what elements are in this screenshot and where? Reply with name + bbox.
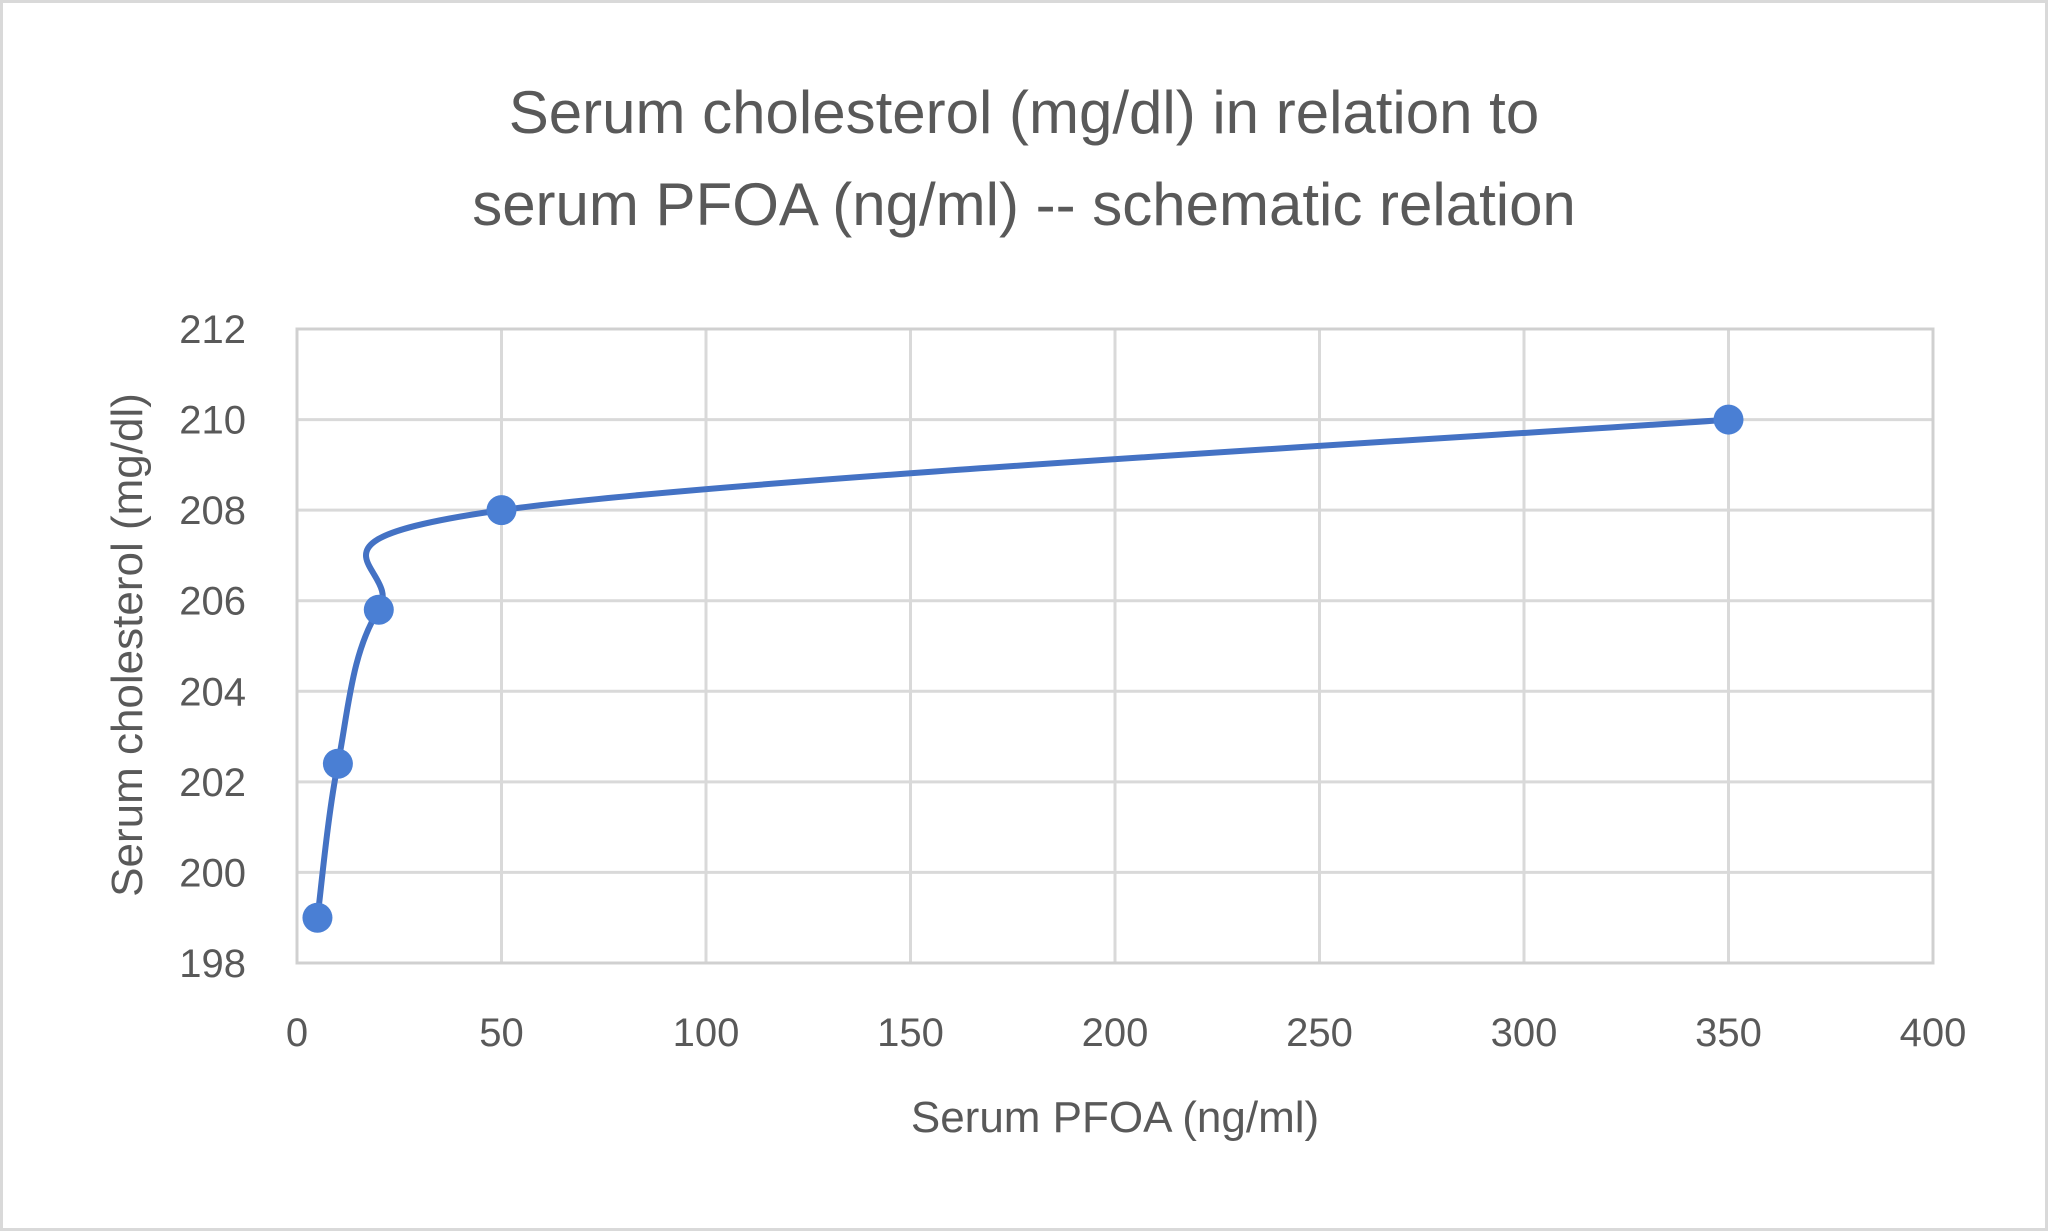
x-tick-label: 150 bbox=[877, 1011, 944, 1055]
y-axis-ticks: 198 200 202 204 206 208 210 212 bbox=[179, 308, 246, 986]
data-point-marker bbox=[302, 902, 333, 933]
data-point-marker bbox=[1713, 404, 1744, 435]
x-axis-ticks: 0 50 100 150 200 250 300 350 400 bbox=[286, 1011, 1967, 1055]
x-axis-title: Serum PFOA (ng/ml) bbox=[911, 1093, 1319, 1142]
x-tick-label: 50 bbox=[479, 1011, 524, 1055]
x-tick-label: 400 bbox=[1900, 1011, 1967, 1055]
data-series-line bbox=[314, 416, 1732, 921]
x-tick-label: 100 bbox=[673, 1011, 740, 1055]
y-tick-label: 204 bbox=[179, 670, 246, 714]
data-point-marker bbox=[363, 594, 394, 625]
x-tick-label: 200 bbox=[1082, 1011, 1149, 1055]
x-tick-label: 0 bbox=[286, 1011, 308, 1055]
chart-title-line-2: serum PFOA (ng/ml) -- schematic relation bbox=[472, 171, 1576, 238]
y-axis-title: Serum cholesterol (mg/dl) bbox=[103, 393, 152, 897]
y-tick-label: 212 bbox=[179, 308, 246, 352]
y-tick-label: 200 bbox=[179, 851, 246, 895]
x-tick-label: 300 bbox=[1491, 1011, 1558, 1055]
data-point-marker bbox=[322, 748, 353, 779]
y-tick-label: 198 bbox=[179, 942, 246, 986]
y-tick-label: 206 bbox=[179, 580, 246, 624]
chart-title-line-1: Serum cholesterol (mg/dl) in relation to bbox=[509, 79, 1539, 146]
data-markers bbox=[302, 404, 1744, 933]
y-tick-label: 208 bbox=[179, 489, 246, 533]
data-point-marker bbox=[486, 495, 517, 526]
x-tick-label: 250 bbox=[1286, 1011, 1353, 1055]
y-tick-label: 202 bbox=[179, 761, 246, 805]
y-tick-label: 210 bbox=[179, 399, 246, 443]
x-tick-label: 350 bbox=[1695, 1011, 1762, 1055]
plot-area bbox=[295, 327, 1935, 965]
